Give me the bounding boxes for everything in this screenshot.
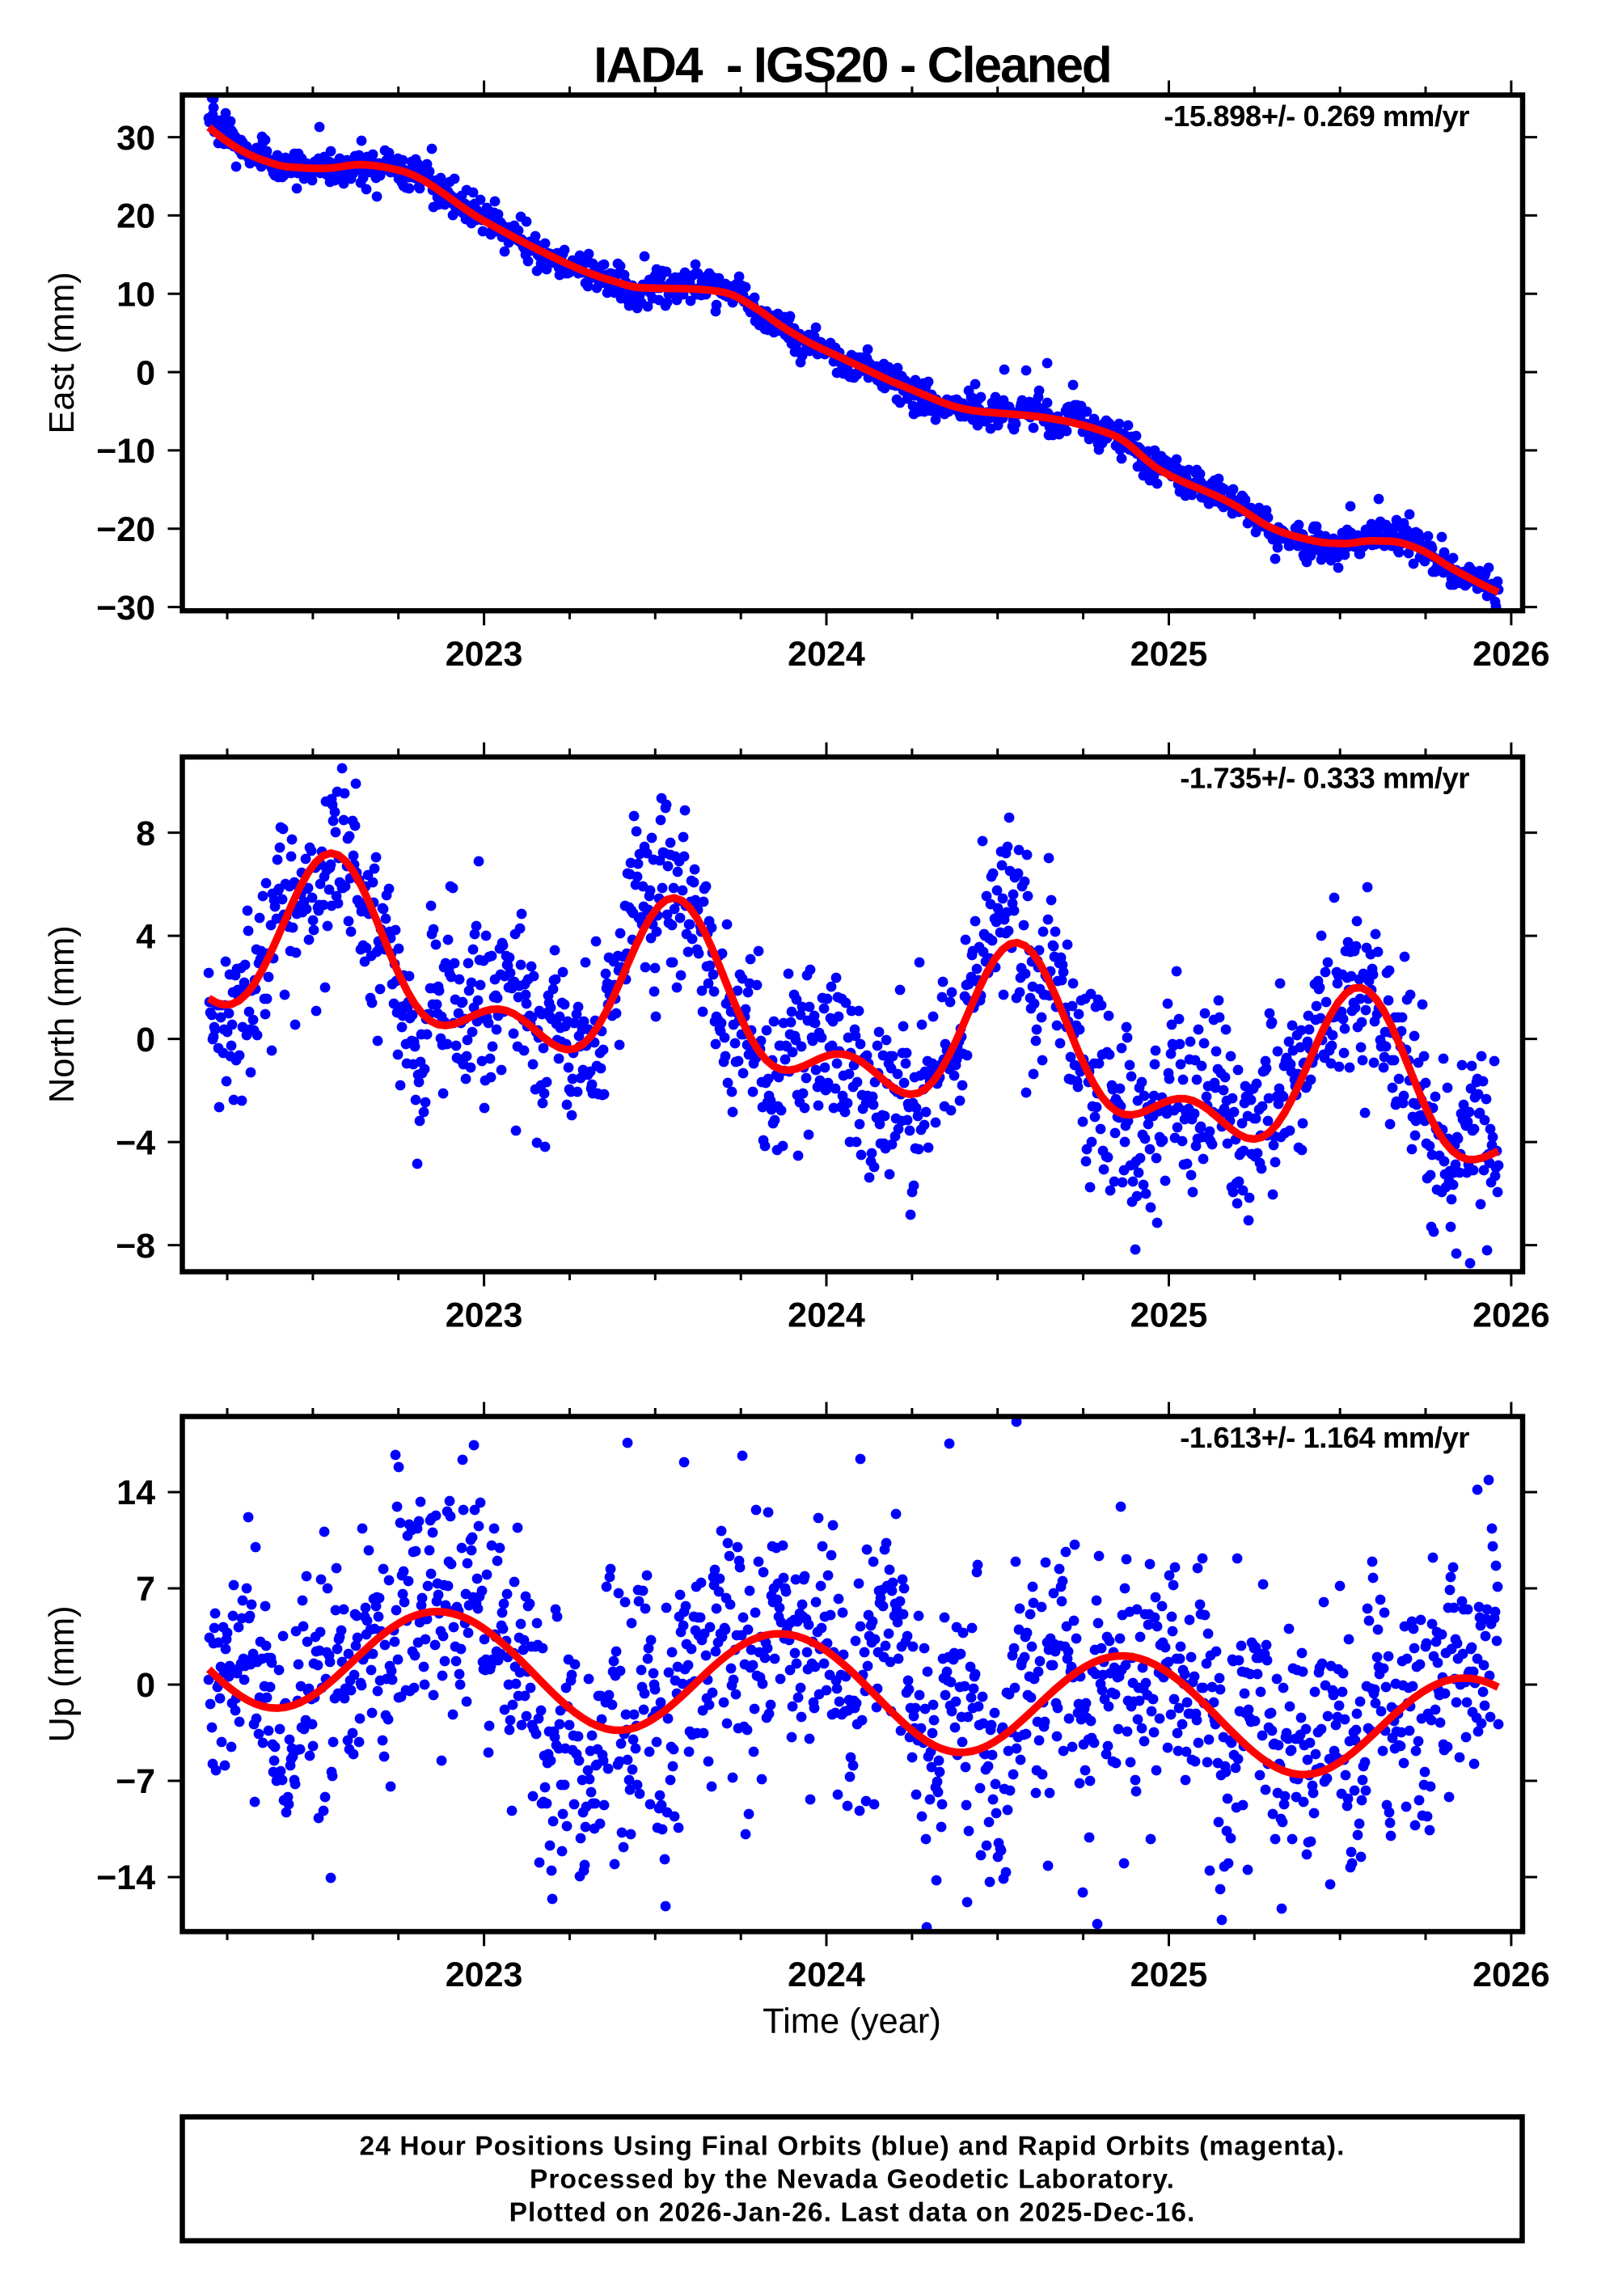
svg-text:0: 0 [136,1021,155,1059]
svg-text:2023: 2023 [446,1296,523,1334]
svg-text:14: 14 [116,1474,155,1512]
svg-text:4: 4 [136,917,155,956]
svg-text:−7: −7 [116,1762,155,1801]
svg-text:8: 8 [136,814,155,853]
svg-text:Time (year): Time (year) [763,2002,941,2041]
svg-text:North (mm): North (mm) [43,925,82,1103]
svg-text:2023: 2023 [446,1956,523,1994]
svg-text:30: 30 [116,119,155,158]
svg-text:Up (mm): Up (mm) [43,1605,82,1742]
svg-text:2024: 2024 [788,1296,865,1334]
svg-text:−10: −10 [96,432,155,471]
svg-text:Processed by the Nevada Geodet: Processed by the Nevada Geodetic Laborat… [530,2165,1175,2195]
svg-text:2026: 2026 [1472,1296,1550,1334]
svg-text:2025: 2025 [1130,1956,1208,1994]
svg-text:2024: 2024 [788,635,865,674]
svg-text:Plotted on 2026-Jan-26. Last d: Plotted on 2026-Jan-26. Last data on 202… [509,2198,1196,2228]
svg-text:2024: 2024 [788,1956,865,1994]
svg-text:2025: 2025 [1130,1296,1208,1334]
svg-text:10: 10 [116,276,155,315]
svg-text:7: 7 [136,1570,155,1609]
svg-text:0: 0 [136,353,155,392]
svg-text:-15.898+/- 0.269 mm/yr: -15.898+/- 0.269 mm/yr [1164,99,1469,133]
svg-text:IAD4 - IGS20 - Cleaned: IAD4 - IGS20 - Cleaned [594,38,1111,94]
svg-text:−4: −4 [116,1123,155,1162]
svg-text:-1.735+/- 0.333 mm/yr: -1.735+/- 0.333 mm/yr [1180,761,1469,794]
svg-text:2026: 2026 [1472,635,1550,674]
svg-text:−14: −14 [96,1858,155,1897]
svg-text:−30: −30 [96,589,155,628]
svg-text:2023: 2023 [446,635,523,674]
svg-text:2025: 2025 [1130,635,1208,674]
svg-text:−20: −20 [96,510,155,549]
svg-text:24 Hour Positions Using Final: 24 Hour Positions Using Final Orbits (bl… [359,2132,1345,2162]
svg-text:East (mm): East (mm) [43,272,82,434]
svg-text:20: 20 [116,197,155,236]
svg-text:−8: −8 [116,1227,155,1266]
svg-text:-1.613+/- 1.164 mm/yr: -1.613+/- 1.164 mm/yr [1180,1421,1469,1454]
svg-text:2026: 2026 [1472,1956,1550,1994]
svg-text:0: 0 [136,1666,155,1705]
